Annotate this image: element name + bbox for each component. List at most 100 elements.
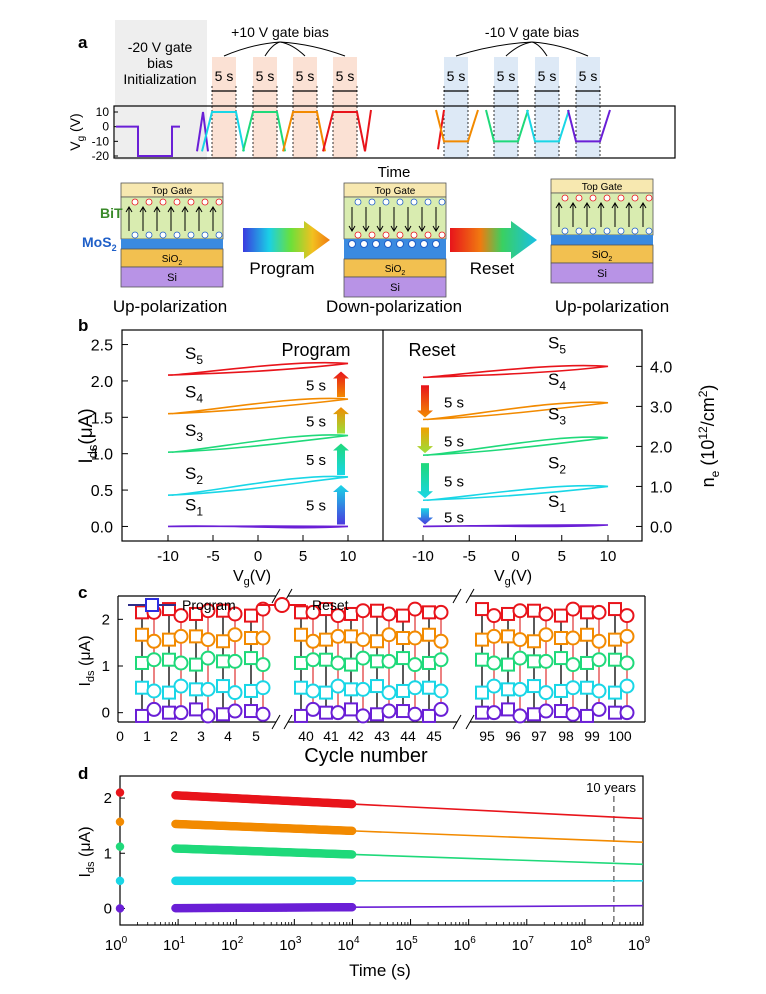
si-label: Si — [390, 282, 400, 294]
reset-point — [565, 657, 581, 673]
fan-arrow — [264, 41, 281, 57]
retention-fit-line — [352, 830, 644, 844]
charge-marker — [645, 227, 653, 235]
program-point — [554, 651, 568, 666]
panel-c-points — [135, 601, 635, 724]
program-point — [370, 634, 384, 649]
charge-marker — [589, 227, 597, 235]
program-point — [475, 685, 489, 700]
program-point — [475, 602, 489, 617]
panel-b-x-tick: -10 — [412, 548, 434, 565]
reset-point — [538, 703, 554, 719]
reset-point — [407, 601, 423, 617]
fan-arrow — [279, 41, 346, 57]
fan-arrow — [531, 41, 548, 57]
legend-reset-marker — [274, 597, 290, 613]
legend-reset-label: Reset — [312, 597, 349, 613]
program-point — [501, 682, 515, 697]
panel-b-ticks: 0.0 0.5 1.0 1.5 2.0 2.5 0.0 1.0 2.0 3.0 4.0 -10 -10 -… — [91, 338, 673, 565]
sio2-label: SiO2 — [592, 250, 613, 263]
panel-c-x-tick: 100 — [608, 728, 632, 744]
retention-point — [115, 876, 125, 886]
plus-bias-label: +10 V gate bias — [231, 24, 329, 40]
panel-c-ylabel: Ids (μA) — [77, 635, 97, 686]
panel-b-x-tick: -10 — [157, 548, 179, 565]
panel-c-x-tick: 0 — [116, 728, 124, 744]
charge-marker — [131, 198, 139, 206]
polarization-arrowhead — [376, 225, 384, 232]
reset-point — [512, 650, 528, 666]
program-point — [527, 603, 541, 618]
panel-b-xlabel-left: Vg(V) — [233, 568, 271, 588]
mos2-layer-up-2 — [551, 235, 653, 245]
panel-b-y-tick: 2.0 — [91, 374, 113, 391]
si-layer-up-1 — [120, 266, 224, 288]
program-pulse-box — [212, 57, 236, 158]
waveform-reset-pulse — [567, 109, 611, 143]
waveform-y-ticks: 100-10-20 — [92, 105, 118, 163]
fan-arrow — [505, 41, 533, 57]
program-point — [370, 654, 384, 669]
init-bg — [115, 20, 207, 160]
reset-point — [330, 705, 346, 721]
panel-c-x-tick: 3 — [197, 728, 205, 744]
reset-point — [173, 608, 189, 624]
reset-step-label: 5 s — [444, 474, 464, 491]
program-step-arrow — [333, 484, 349, 525]
program-step-label: 5 s — [306, 498, 326, 515]
panel-b-x-tick: -5 — [206, 548, 219, 565]
state-label-2: Down-polarization — [326, 297, 462, 316]
reset-point — [305, 652, 321, 668]
polarization-arrowhead — [139, 206, 147, 213]
charge-marker — [396, 198, 404, 206]
reset-step-arrow — [417, 385, 433, 418]
reset-point — [433, 633, 449, 649]
charge-marker — [589, 194, 597, 202]
waveform-program-pulse — [322, 111, 366, 152]
reset-point — [173, 705, 189, 721]
panel-c-xlabel: Cycle number — [304, 745, 428, 767]
panel-c-x-tick: 40 — [298, 728, 314, 744]
reset-point — [146, 701, 162, 717]
sio2-label: SiO2 — [385, 264, 406, 277]
reset-point — [255, 706, 271, 722]
panel-c-x-tick: 97 — [531, 728, 547, 744]
panel-d-x-tick: 107 — [512, 935, 535, 954]
program-point — [554, 683, 568, 698]
program-point — [608, 632, 622, 647]
program-point — [344, 657, 358, 672]
charge-marker — [159, 198, 167, 206]
program-point — [189, 657, 203, 672]
reset-step-label: 5 s — [444, 433, 464, 450]
bit-layer-label: BiT — [100, 205, 123, 221]
polarization-arrowhead — [597, 202, 605, 209]
program-state-label: S1 — [185, 495, 203, 518]
loop-reset-S1 — [422, 524, 609, 528]
waveform-program-pulse — [242, 111, 286, 152]
panel-b-right-tick: 0.0 — [650, 519, 672, 536]
waveform-y-tick: 10 — [96, 105, 110, 119]
reset-point — [381, 685, 397, 701]
waveform-axes — [113, 105, 676, 159]
reset-step-label: 5 s — [444, 509, 464, 526]
reset-point — [407, 680, 423, 696]
reset-point — [305, 633, 321, 649]
reset-step-arrow — [417, 463, 433, 499]
retention-fit-line — [352, 904, 644, 909]
reset-point — [619, 705, 635, 721]
panel-c-y-tick: 1 — [102, 658, 110, 675]
charge-marker — [561, 194, 569, 202]
reset-point — [227, 685, 243, 701]
reset-point — [330, 628, 346, 644]
polarization-arrowhead — [611, 202, 619, 209]
waveform-program-pulse — [282, 111, 326, 152]
waveform-xlabel: Time — [378, 164, 411, 181]
electron-marker — [372, 240, 380, 248]
charge-marker — [145, 198, 153, 206]
panel-d-x-tick: 102 — [221, 935, 244, 954]
program-point — [501, 606, 515, 621]
charge-marker — [438, 231, 446, 239]
panel-c-x-tick: 45 — [426, 728, 442, 744]
panel-b-x-tick: 0 — [254, 548, 262, 565]
reset-point — [173, 678, 189, 694]
